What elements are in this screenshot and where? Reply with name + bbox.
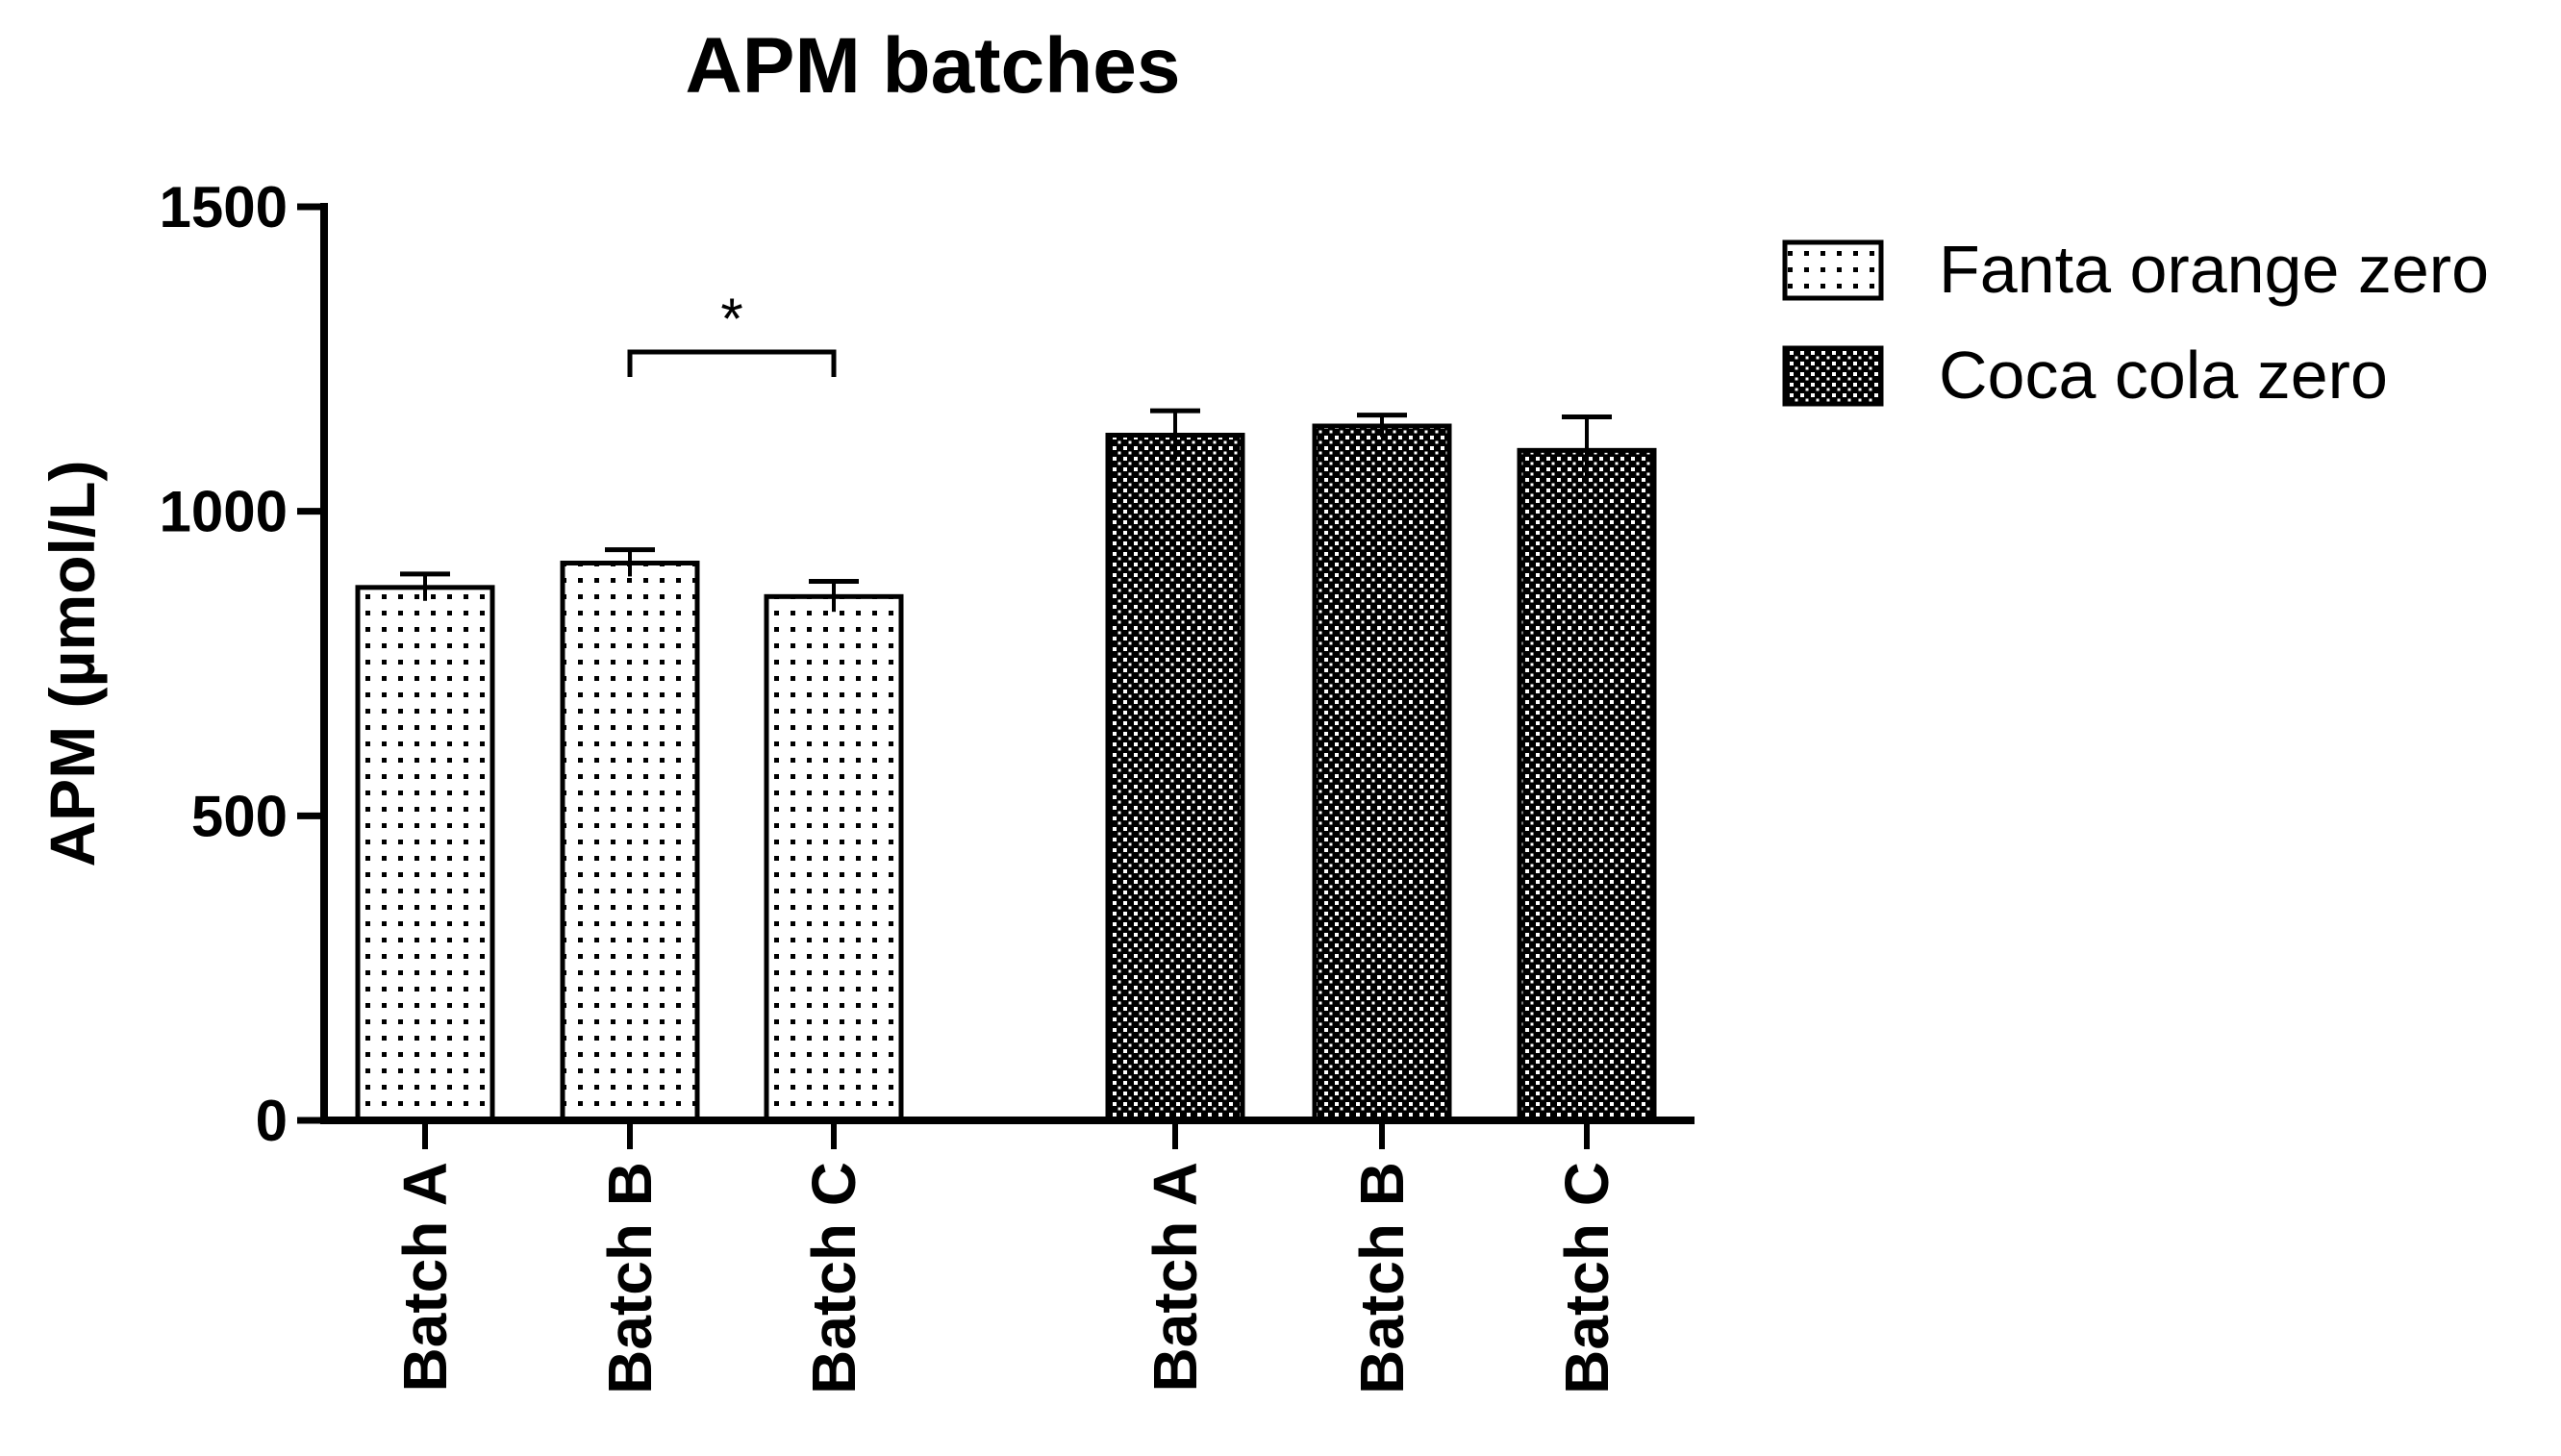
x-tick-label: Batch B xyxy=(1347,1162,1417,1394)
x-tick-label: Batch A xyxy=(1141,1162,1210,1392)
y-tick-label: 0 xyxy=(256,1089,288,1153)
x-axis: Batch A Batch B Batch C Batch A Batch B Batch… xyxy=(320,1117,1695,1394)
legend-swatch xyxy=(1782,239,1884,301)
y-axis: 0 500 1000 1500 xyxy=(160,175,328,1153)
legend: Fanta orange zero Coca cola zero xyxy=(1782,232,2489,413)
x-tick-label: Batch C xyxy=(1552,1162,1621,1394)
y-tick-label: 1500 xyxy=(160,175,288,239)
legend-label: Fanta orange zero xyxy=(1939,232,2489,307)
y-tick-label: 1000 xyxy=(160,480,288,544)
error-bars xyxy=(400,408,1612,613)
significance-bracket xyxy=(627,349,837,377)
significance-star: * xyxy=(720,287,742,351)
legend-label: Coca cola zero xyxy=(1939,338,2388,413)
bars xyxy=(355,423,1657,1123)
y-tick-label: 500 xyxy=(191,784,288,848)
bar xyxy=(1105,433,1245,1123)
bar xyxy=(355,585,495,1123)
x-tick-label: Batch A xyxy=(390,1162,460,1392)
bar xyxy=(560,561,700,1123)
bar xyxy=(1517,447,1657,1123)
significance-annotation: * xyxy=(627,287,837,377)
legend-swatch xyxy=(1782,345,1884,407)
x-tick-label: Batch B xyxy=(595,1162,665,1394)
y-axis-label: APM (µmol/L) xyxy=(37,461,108,867)
bar xyxy=(764,593,904,1123)
bar xyxy=(1312,423,1452,1123)
x-tick-label: Batch C xyxy=(799,1162,868,1394)
chart-title: APM batches xyxy=(686,22,1181,110)
